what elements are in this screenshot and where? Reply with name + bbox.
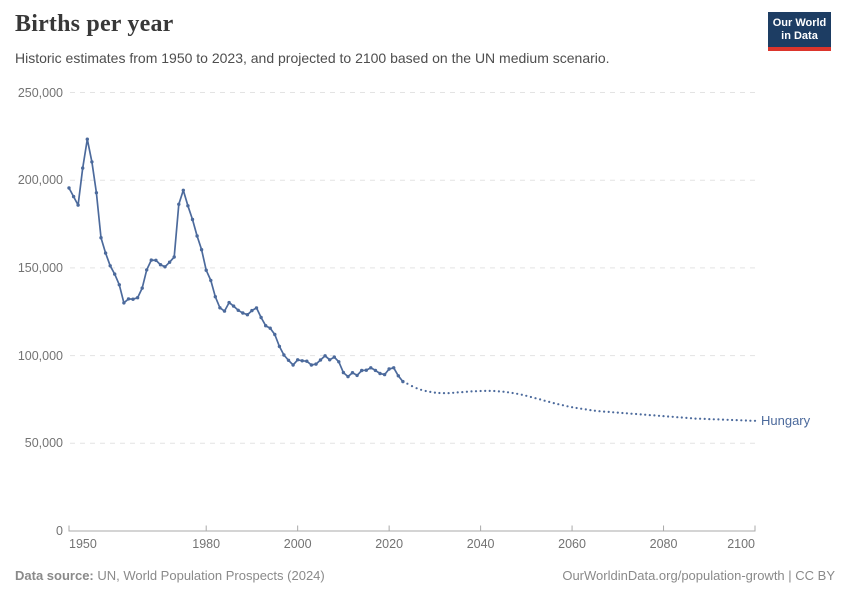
x-axis-tick-label: 2020 [375, 537, 404, 551]
data-source: Data source: UN, World Population Prospe… [15, 568, 325, 583]
x-axis-tick-label: 2060 [558, 537, 586, 551]
x-axis-tick-label: 2080 [649, 537, 678, 551]
x-axis-tick-label: 2000 [283, 537, 312, 551]
owid-logo-line2: in Data [781, 30, 818, 42]
page-title: Births per year [15, 11, 174, 37]
x-axis-tick-label: 2040 [466, 537, 495, 551]
y-gridlines [70, 92, 755, 444]
x-axis-tick-label: 2100 [727, 537, 755, 551]
projection-dotted-series [406, 382, 757, 422]
x-axis [68, 525, 756, 532]
owid-logo: Our World in Data [768, 12, 831, 51]
data-source-text: UN, World Population Prospects (2024) [93, 568, 325, 583]
data-source-label: Data source: [15, 568, 94, 583]
y-axis-tick-label: 50,000 [24, 436, 63, 451]
series-label-hungary: Hungary [761, 413, 811, 428]
y-axis-tick-label: 250,000 [17, 85, 63, 100]
y-axis-tick-label: 100,000 [17, 348, 63, 363]
y-axis-tick-label: 0 [56, 524, 63, 538]
credit-line: OurWorldinData.org/population-growth | C… [562, 568, 835, 583]
y-axis-tick-label: 200,000 [17, 173, 63, 188]
y-axis-tick-label: 150,000 [17, 260, 63, 275]
x-axis-tick-label: 1980 [192, 537, 221, 551]
x-axis-tick-label: 1950 [69, 537, 97, 551]
historic-line-series [67, 137, 405, 384]
owid-logo-line1: Our World [772, 17, 827, 29]
chart-subtitle: Historic estimates from 1950 to 2023, an… [15, 50, 610, 66]
chart-footer: Data source: UN, World Population Prospe… [15, 568, 835, 583]
